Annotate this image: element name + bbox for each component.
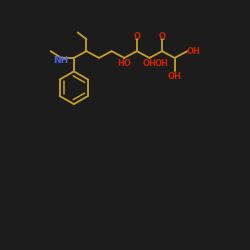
Text: OH: OH [187,47,201,56]
Text: OH: OH [142,59,156,68]
Text: O: O [133,32,140,41]
Text: O: O [158,32,166,41]
Text: OH: OH [155,59,169,68]
Text: OH: OH [168,72,181,81]
Text: NH: NH [53,56,68,65]
Text: HO: HO [117,59,131,68]
